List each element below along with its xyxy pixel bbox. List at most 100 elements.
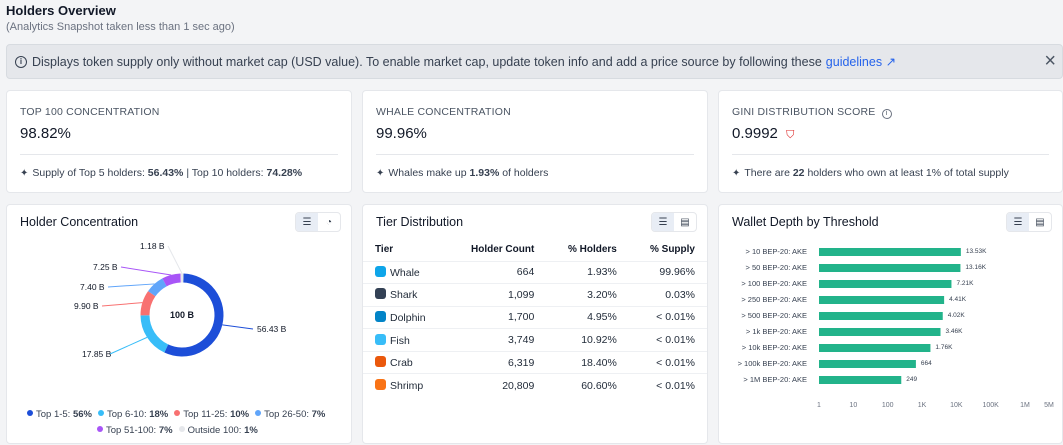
- legend-pct: 56%: [73, 409, 92, 420]
- holder-count-cell: 664: [447, 261, 546, 284]
- crab-icon: [375, 356, 386, 367]
- category-label: > 10 BEP-20: AKE: [746, 247, 808, 256]
- tier-name: Crab: [390, 357, 413, 369]
- whale-concentration-card: WHALE CONCENTRATION 99.96% ✦Whales make …: [362, 90, 708, 193]
- donut-slice[interactable]: [145, 315, 166, 348]
- tier-cell: Crab: [363, 351, 447, 374]
- category-label: > 10k BEP-20: AKE: [742, 343, 807, 352]
- bar-value-label: 7.21K: [956, 280, 974, 287]
- stat-footnote: ✦Supply of Top 5 holders: 56.43% | Top 1…: [20, 167, 302, 179]
- pct-supply-cell: 0.03%: [629, 284, 707, 307]
- page-title: Holders Overview: [6, 3, 235, 18]
- tier-table: Tier Holder Count % Holders % Supply Wha…: [363, 239, 707, 397]
- bar[interactable]: [819, 264, 960, 272]
- x-tick-label: 100: [882, 402, 894, 409]
- sparkle-icon: ✦: [376, 168, 384, 179]
- list-view-icon[interactable]: ☰: [652, 213, 674, 231]
- guidelines-link[interactable]: guidelines ↗: [826, 54, 896, 69]
- dolphin-icon: [375, 311, 386, 322]
- tier-name: Shark: [390, 289, 417, 301]
- bar[interactable]: [819, 328, 941, 336]
- leader-line: [168, 246, 182, 274]
- legend-item[interactable]: Top 11-25: 10%: [174, 409, 249, 420]
- list-view-icon[interactable]: ☰: [296, 213, 318, 231]
- col-header: % Holders: [546, 239, 629, 261]
- x-tick-label: 100K: [982, 402, 999, 409]
- legend-pct: 7%: [159, 425, 173, 436]
- list-view-icon[interactable]: ☰: [1007, 213, 1029, 231]
- bar-value-label: 4.02K: [948, 312, 966, 319]
- foot-value: 74.28%: [267, 167, 303, 179]
- legend-item[interactable]: Top 51-100: 7%: [97, 425, 173, 436]
- col-header: Holder Count: [447, 239, 546, 261]
- bar[interactable]: [819, 376, 901, 384]
- view-toggle: ☰ ◔: [295, 212, 341, 232]
- info-circle-icon[interactable]: i: [882, 109, 892, 119]
- donut-center-label: 100 B: [170, 310, 195, 320]
- view-toggle: ☰ ▤: [1006, 212, 1052, 232]
- legend-pct: 10%: [230, 409, 249, 420]
- bar[interactable]: [819, 248, 961, 256]
- category-label: > 1M BEP-20: AKE: [743, 375, 807, 384]
- bar-value-label: 664: [921, 360, 932, 367]
- leader-line: [222, 325, 253, 329]
- pct-holders-cell: 3.20%: [546, 284, 629, 307]
- stat-value: 0.9992 ⛉: [732, 125, 794, 142]
- bar[interactable]: [819, 280, 951, 288]
- leader-line: [108, 284, 154, 287]
- pie-view-icon[interactable]: ◔: [318, 213, 340, 231]
- stat-footnote: ✦Whales make up 1.93% of holders: [376, 167, 548, 179]
- divider: [376, 154, 694, 155]
- foot-value: 56.43%: [148, 167, 184, 179]
- tier-cell: Shark: [363, 284, 447, 307]
- pct-supply-cell: < 0.01%: [629, 306, 707, 329]
- legend-item[interactable]: Top 26-50: 7%: [255, 409, 325, 420]
- panel-title: Tier Distribution: [376, 215, 463, 229]
- wallet-depth-card: Wallet Depth by Threshold ☰ ▤ > 10 BEP-2…: [718, 204, 1063, 444]
- foot-text: There are: [744, 167, 792, 179]
- legend-dot-icon: [179, 426, 185, 432]
- info-icon: i: [15, 56, 27, 68]
- pct-holders-cell: 1.93%: [546, 261, 629, 284]
- bar[interactable]: [819, 344, 930, 352]
- stat-value: 99.96%: [376, 125, 427, 142]
- table-header-row: Tier Holder Count % Holders % Supply: [363, 239, 707, 261]
- x-tick-label: 1M: [1020, 402, 1030, 409]
- donut-slice[interactable]: [165, 278, 181, 282]
- whale-icon: [375, 266, 386, 277]
- stat-label: GINI DISTRIBUTION SCORE i: [732, 106, 892, 119]
- legend-item[interactable]: Top 1-5: 56%: [27, 409, 92, 420]
- bar-chart-icon[interactable]: ▤: [674, 213, 696, 231]
- bar[interactable]: [819, 312, 943, 320]
- x-tick-label: 10: [849, 402, 857, 409]
- tier-name: Whale: [390, 267, 420, 279]
- close-icon[interactable]: ×: [1044, 51, 1056, 71]
- category-label: > 100 BEP-20: AKE: [741, 279, 807, 288]
- legend-item[interactable]: Top 6-10: 18%: [98, 409, 168, 420]
- holder-count-cell: 20,809: [447, 374, 546, 397]
- tier-cell: Dolphin: [363, 306, 447, 329]
- foot-text: | Top 10 holders:: [183, 167, 266, 179]
- legend-item[interactable]: Outside 100: 1%: [179, 425, 258, 436]
- legend-dot-icon: [27, 410, 33, 416]
- slice-value-label: 1.18 B: [140, 241, 165, 251]
- stat-label-text: GINI DISTRIBUTION SCORE: [732, 106, 875, 118]
- leader-line: [102, 303, 142, 306]
- holder-count-cell: 1,099: [447, 284, 546, 307]
- stat-footnote: ✦There are 22 holders who own at least 1…: [732, 167, 1009, 179]
- tier-cell: Fish: [363, 329, 447, 352]
- legend-dot-icon: [98, 410, 104, 416]
- bar[interactable]: [819, 360, 916, 368]
- bar-chart-icon[interactable]: ▤: [1029, 213, 1051, 231]
- category-label: > 1k BEP-20: AKE: [746, 327, 807, 336]
- bar[interactable]: [819, 296, 944, 304]
- donut-slice[interactable]: [145, 294, 152, 316]
- slice-value-label: 7.25 B: [93, 262, 118, 272]
- gini-score-card: GINI DISTRIBUTION SCORE i 0.9992 ⛉ ✦Ther…: [718, 90, 1063, 193]
- holder-count-cell: 1,700: [447, 306, 546, 329]
- pct-holders-cell: 60.60%: [546, 374, 629, 397]
- legend-row: Top 1-5: 56% Top 6-10: 18% Top 11-25: 10% T…: [27, 409, 331, 420]
- page-header: Holders Overview (Analytics Snapshot tak…: [6, 3, 235, 33]
